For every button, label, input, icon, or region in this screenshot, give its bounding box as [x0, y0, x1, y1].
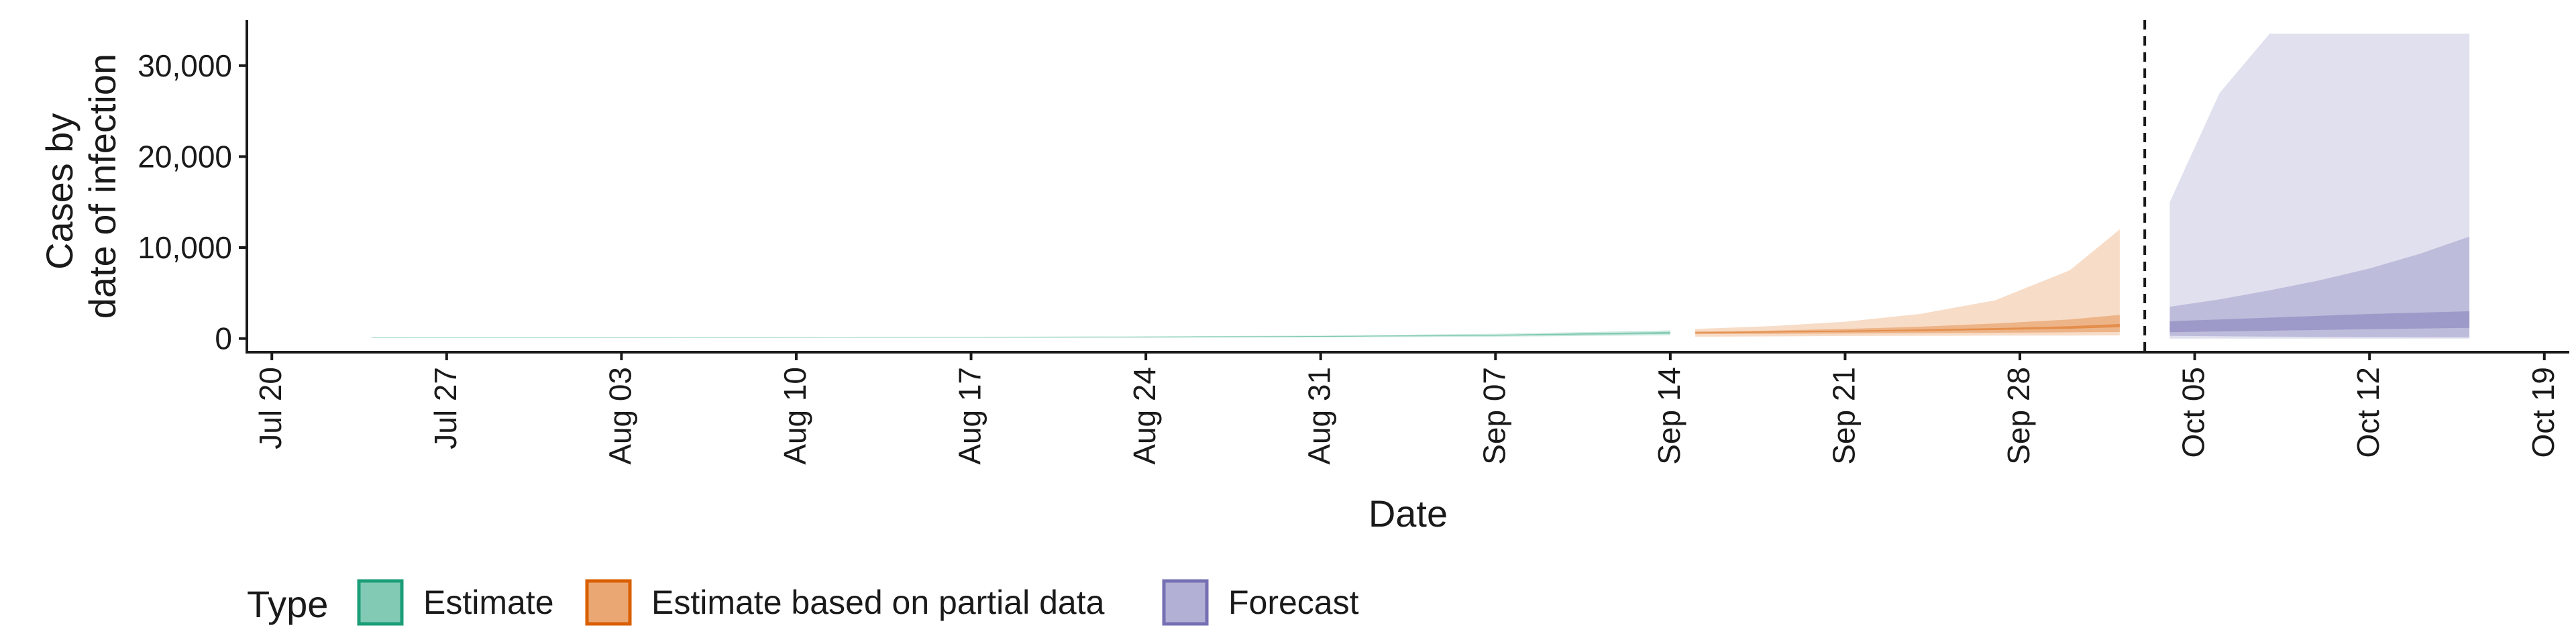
y-tick-label: 20,000: [138, 139, 232, 174]
x-tick-label: Sep 21: [1826, 367, 1861, 465]
legend-title: Type: [247, 583, 328, 625]
x-tick-label: Aug 10: [777, 367, 812, 465]
forecast-band-2: [2169, 236, 2470, 337]
y-axis-title-line-1: Cases by: [38, 113, 80, 270]
legend-key-forecast: [1162, 579, 1209, 626]
forecast-band-1: [2169, 34, 2470, 339]
x-tick-label: Aug 24: [1127, 367, 1162, 465]
y-tick-label: 0: [215, 321, 232, 356]
estimate-band-1: [372, 330, 1670, 338]
x-tick-label: Oct 19: [2526, 367, 2561, 458]
estimate-based-on-partial-data-band-2: [1695, 315, 2120, 335]
legend-key-estimate-based-on-partial-data: [585, 579, 632, 626]
x-tick-label: Oct 12: [2351, 367, 2385, 458]
x-tick-label: Sep 28: [2001, 367, 2036, 465]
y-axis-title-line-2: date of infection: [81, 54, 123, 319]
forecast-band-3: [2169, 311, 2470, 333]
legend-key-estimate: [357, 579, 404, 626]
x-tick-label: Jul 27: [428, 367, 463, 449]
y-axis-title: Cases by date of infection: [38, 54, 123, 319]
x-tick-label: Sep 14: [1652, 367, 1686, 465]
x-tick-label: Oct 05: [2176, 367, 2211, 458]
y-tick-label: 10,000: [138, 230, 232, 265]
legend-label-forecast: Forecast: [1228, 584, 1359, 621]
legend: Type Estimate Estimate based on partial d…: [247, 579, 1359, 626]
x-axis-title: Date: [1368, 492, 1448, 535]
x-tick-label: Aug 31: [1302, 367, 1337, 465]
x-tick-label: Aug 03: [602, 367, 637, 465]
x-tick-label: Jul 20: [253, 367, 288, 449]
y-axis-ticks: 0 10,000 20,000 30,000: [138, 48, 247, 356]
estimate-band-2: [372, 331, 1670, 338]
x-axis-ticks: Jul 20 Jul 27 Aug 03 Aug 10 Aug 17 Aug 24 Aug …: [253, 352, 2561, 465]
estimate-based-on-partial-data-band-1: [1695, 229, 2120, 337]
plot-area: [372, 20, 2470, 352]
x-tick-label: Aug 17: [953, 367, 987, 465]
legend-label-estimate: Estimate: [423, 584, 554, 621]
y-tick-label: 30,000: [138, 48, 232, 83]
legend-label-estimate-based-on-partial-data: Estimate based on partial data: [651, 584, 1105, 621]
axes: [246, 20, 2569, 354]
estimate-based-on-partial-data-band-3: [1695, 324, 2120, 333]
x-tick-label: Sep 07: [1477, 367, 1511, 465]
